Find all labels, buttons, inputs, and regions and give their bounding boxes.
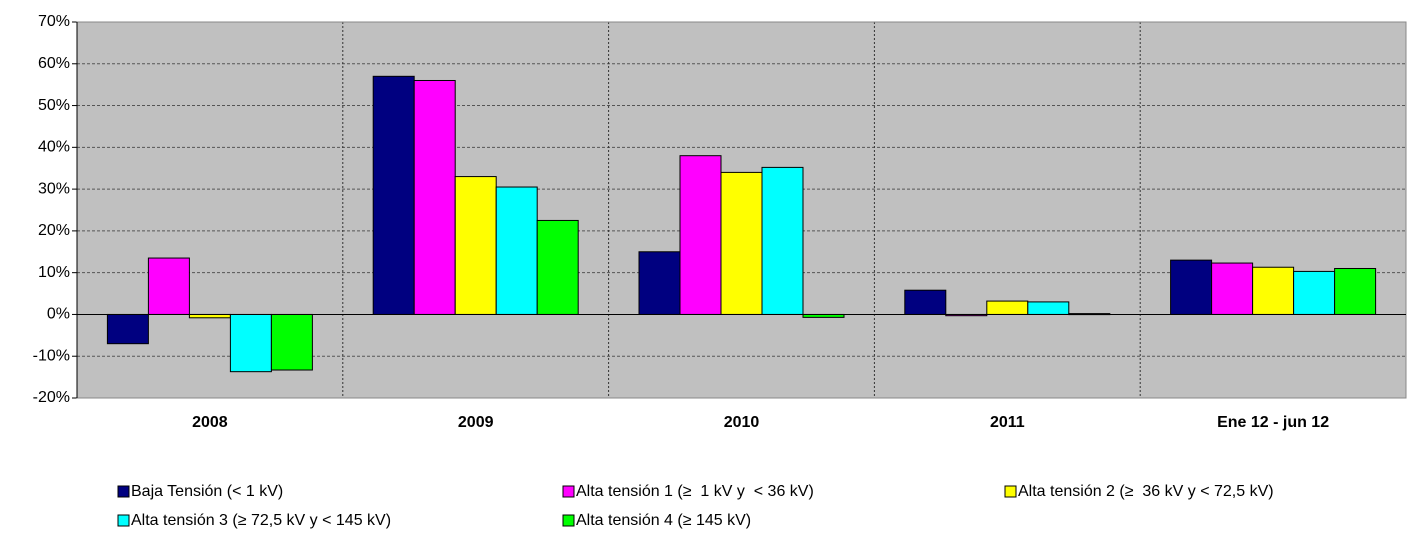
y-tick-label: 10%: [38, 264, 70, 281]
bar: [986, 300, 1029, 315]
legend-swatch: [117, 514, 130, 527]
bar: [229, 313, 272, 373]
y-tick-label: 20%: [38, 222, 70, 239]
y-tick-label: 70%: [38, 13, 70, 30]
x-tick-label: 2009: [458, 414, 494, 431]
legend-label: Alta tensión 3 (≥ 72,5 kV y < 145 kV): [131, 512, 391, 529]
bar: [147, 257, 190, 315]
legend-swatch: [1004, 485, 1017, 498]
y-tick-label: -10%: [33, 347, 70, 364]
legend-label: Alta tensión 1 (≥ 1 kV y < 36 kV): [576, 483, 814, 500]
legend-label: Alta tensión 2 (≥ 36 kV y < 72,5 kV): [1018, 483, 1274, 500]
bar: [1334, 267, 1377, 315]
legend-swatch: [562, 514, 575, 527]
bar: [536, 219, 579, 315]
bar: [761, 166, 804, 315]
bar: [270, 313, 313, 371]
bar: [904, 289, 947, 315]
bar: [413, 79, 456, 315]
legend-label: Alta tensión 4 (≥ 145 kV): [576, 512, 751, 529]
bar: [1027, 301, 1070, 315]
bar: [1170, 259, 1213, 315]
x-tick-label: Ene 12 - jun 12: [1217, 414, 1329, 431]
y-tick-label: 30%: [38, 180, 70, 197]
bar: [1293, 270, 1336, 315]
bar: [454, 176, 497, 315]
bar: [1252, 266, 1295, 315]
y-tick-label: 50%: [38, 97, 70, 114]
legend-swatch: [117, 485, 130, 498]
x-tick-label: 2010: [724, 414, 760, 431]
bar: [188, 313, 231, 319]
bar: [638, 251, 681, 315]
legend-label: Baja Tensión (< 1 kV): [131, 483, 283, 500]
legend-swatch: [562, 485, 575, 498]
bar: [679, 155, 722, 315]
bar: [720, 171, 763, 315]
y-tick-label: 60%: [38, 55, 70, 72]
bar: [495, 186, 538, 315]
y-tick-label: 40%: [38, 139, 70, 156]
y-tick-label: 0%: [47, 306, 70, 323]
bar: [106, 313, 149, 345]
x-tick-label: 2008: [192, 414, 228, 431]
x-tick-label: 2011: [990, 414, 1025, 431]
bar: [1211, 262, 1254, 315]
y-tick-label: -20%: [33, 389, 70, 406]
bar: [372, 75, 415, 315]
